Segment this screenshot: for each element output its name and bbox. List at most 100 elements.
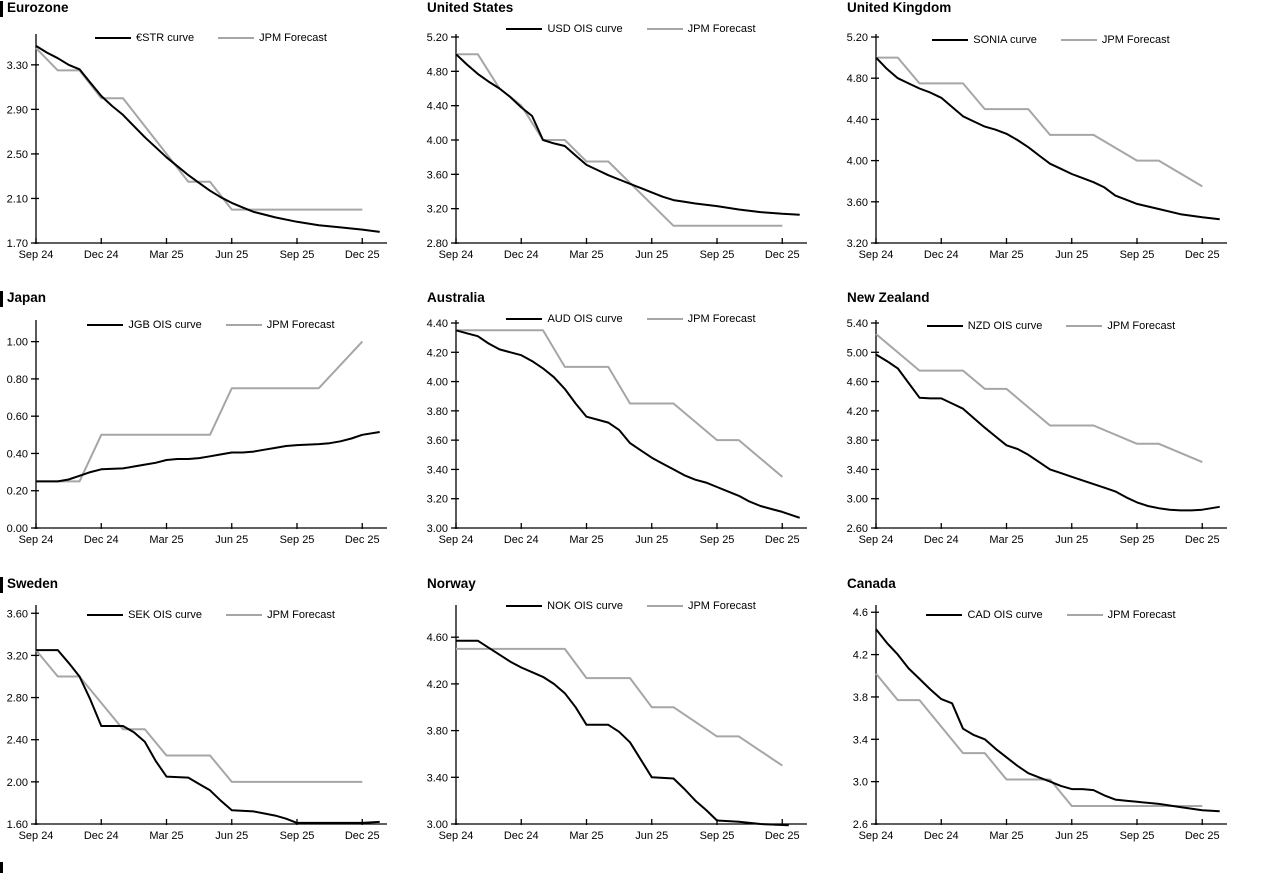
chart-panel-australia: Australia AUD OIS curve JPM Forecast 3.00 3.… <box>420 290 840 576</box>
chart-canvas: 2.6 3.0 3.4 3.8 4.2 4.6 Sep 24 Dec 24 Mar 25 Jun … <box>853 605 1227 842</box>
y-tick-label: 2.40 <box>7 735 28 747</box>
series-line-sek-ois-curve <box>36 649 380 824</box>
x-tick-label: Dec 25 <box>1185 830 1220 842</box>
legend-label: NOK OIS curve <box>547 600 623 612</box>
chart-legend: SEK OIS curve JPM Forecast <box>36 609 386 621</box>
series-line-jpm-forecast <box>875 333 1203 464</box>
legend-label: AUD OIS curve <box>547 313 623 325</box>
x-tick-label: Dec 25 <box>345 249 380 261</box>
legend-label: SONIA curve <box>973 34 1037 46</box>
legend-item: NZD OIS curve <box>926 320 1043 332</box>
legend-label: JPM Forecast <box>687 600 756 612</box>
chart-panel-united-kingdom: United Kingdom SONIA curve JPM Forecast 3.2… <box>840 0 1264 290</box>
x-tick-label: Dec 24 <box>84 534 119 546</box>
section-marker <box>0 1 3 17</box>
series-line-jpm-forecast <box>456 329 783 478</box>
y-tick-label: 3.0 <box>853 777 868 789</box>
x-tick-label: Jun 25 <box>635 830 668 842</box>
legend-line-sample <box>506 605 543 607</box>
x-tick-label: Dec 24 <box>504 830 539 842</box>
x-tick-label: Jun 25 <box>1055 830 1088 842</box>
y-tick-label: 4.20 <box>427 347 448 359</box>
chart-title: Australia <box>427 290 485 305</box>
series-line-cad-ois-curve <box>875 628 1220 813</box>
x-tick-label: Sep 25 <box>700 249 735 261</box>
y-tick-label: 4.60 <box>847 377 868 389</box>
y-tick-label: 5.20 <box>427 32 448 44</box>
chart-legend: USD OIS curve JPM Forecast <box>456 23 806 35</box>
series-line-jpm-forecast <box>456 647 783 767</box>
y-tick-label: 3.20 <box>847 238 868 250</box>
legend-line-sample <box>646 318 683 320</box>
y-tick-label: 4.40 <box>427 101 448 113</box>
y-tick-label: 2.60 <box>847 523 868 535</box>
x-tick-label: Jun 25 <box>635 534 668 546</box>
y-tick-label: 4.80 <box>847 73 868 85</box>
y-tick-label: 4.20 <box>427 679 448 691</box>
y-tick-label: 5.00 <box>847 347 868 359</box>
chart-title: Eurozone <box>7 0 69 15</box>
chart-panel-japan: Japan JGB OIS curve JPM Forecast 0.00 0.20 0.… <box>0 290 420 576</box>
y-tick-label: 3.80 <box>427 406 448 418</box>
x-tick-label: Sep 25 <box>280 249 315 261</box>
x-tick-label: Mar 25 <box>149 830 183 842</box>
x-tick-label: Dec 24 <box>504 249 539 261</box>
x-tick-label: Sep 24 <box>859 249 894 261</box>
x-tick-label: Mar 25 <box>569 830 603 842</box>
chart-title: Canada <box>847 576 896 591</box>
x-tick-label: Sep 24 <box>859 534 894 546</box>
x-tick-label: Jun 25 <box>215 830 248 842</box>
x-tick-label: Sep 24 <box>439 534 474 546</box>
y-tick-label: 0.20 <box>7 486 28 498</box>
series-line-usd-ois-curve <box>455 53 800 216</box>
y-tick-label: 0.00 <box>7 523 28 535</box>
legend-label: NZD OIS curve <box>967 320 1043 332</box>
series-line-nok-ois-curve <box>456 639 789 827</box>
y-tick-label: 3.00 <box>847 494 868 506</box>
legend-line-sample <box>506 318 543 320</box>
y-tick-label: 2.90 <box>7 104 28 116</box>
chart-canvas: 3.00 3.20 3.40 3.60 3.80 4.00 4.20 4.40 Sep 24 De… <box>427 318 807 546</box>
y-tick-label: 2.80 <box>427 238 448 250</box>
y-tick-label: 4.60 <box>427 632 448 644</box>
x-tick-label: Sep 24 <box>439 830 474 842</box>
x-tick-label: Sep 25 <box>280 534 315 546</box>
legend-item: JGB OIS curve <box>87 319 202 331</box>
chart-canvas: 2.80 3.20 3.60 4.00 4.40 4.80 5.20 Sep 24 Dec 24… <box>427 32 807 261</box>
x-tick-label: Jun 25 <box>215 249 248 261</box>
legend-item: JPM Forecast <box>1060 34 1170 46</box>
section-marker <box>0 862 3 873</box>
legend-line-sample <box>1066 614 1103 616</box>
chart-panel-canada: Canada CAD OIS curve JPM Forecast 2.6 3.0 3.4… <box>840 576 1264 873</box>
chart-canvas: 3.20 3.60 4.00 4.40 4.80 5.20 Sep 24 Dec 24 Mar … <box>847 32 1227 261</box>
y-tick-label: 3.80 <box>427 726 448 738</box>
x-tick-label: Dec 24 <box>924 830 959 842</box>
y-tick-label: 3.40 <box>847 464 868 476</box>
y-tick-label: 3.60 <box>427 169 448 181</box>
legend-label: JPM Forecast <box>687 313 756 325</box>
y-tick-label: 3.30 <box>7 60 28 72</box>
y-tick-label: 4.00 <box>847 156 868 168</box>
series-line-aud-ois-curve <box>455 329 801 519</box>
x-tick-label: Dec 25 <box>765 534 800 546</box>
x-tick-label: Dec 25 <box>345 830 380 842</box>
legend-line-sample <box>506 28 543 30</box>
series-line-jpm-forecast <box>35 47 363 211</box>
y-tick-label: 4.00 <box>427 135 448 147</box>
x-tick-label: Dec 25 <box>1185 249 1220 261</box>
chart-title: Japan <box>7 290 47 305</box>
chart-canvas: 0.00 0.20 0.40 0.60 0.80 1.00 Sep 24 Dec 24 Mar … <box>7 320 387 546</box>
legend-label: USD OIS curve <box>547 23 623 35</box>
y-tick-label: 2.80 <box>7 693 28 705</box>
x-tick-label: Mar 25 <box>989 830 1023 842</box>
y-tick-label: 0.60 <box>7 411 28 423</box>
y-tick-label: 4.2 <box>853 650 868 662</box>
y-tick-label: 0.40 <box>7 448 28 460</box>
legend-label: JPM Forecast <box>266 319 335 331</box>
legend-item: CAD OIS curve <box>926 609 1043 621</box>
legend-item: USD OIS curve <box>506 23 623 35</box>
x-tick-label: Dec 24 <box>84 830 119 842</box>
series-line-str-curve <box>35 45 380 233</box>
legend-label: JGB OIS curve <box>128 319 202 331</box>
legend-line-sample <box>646 605 683 607</box>
